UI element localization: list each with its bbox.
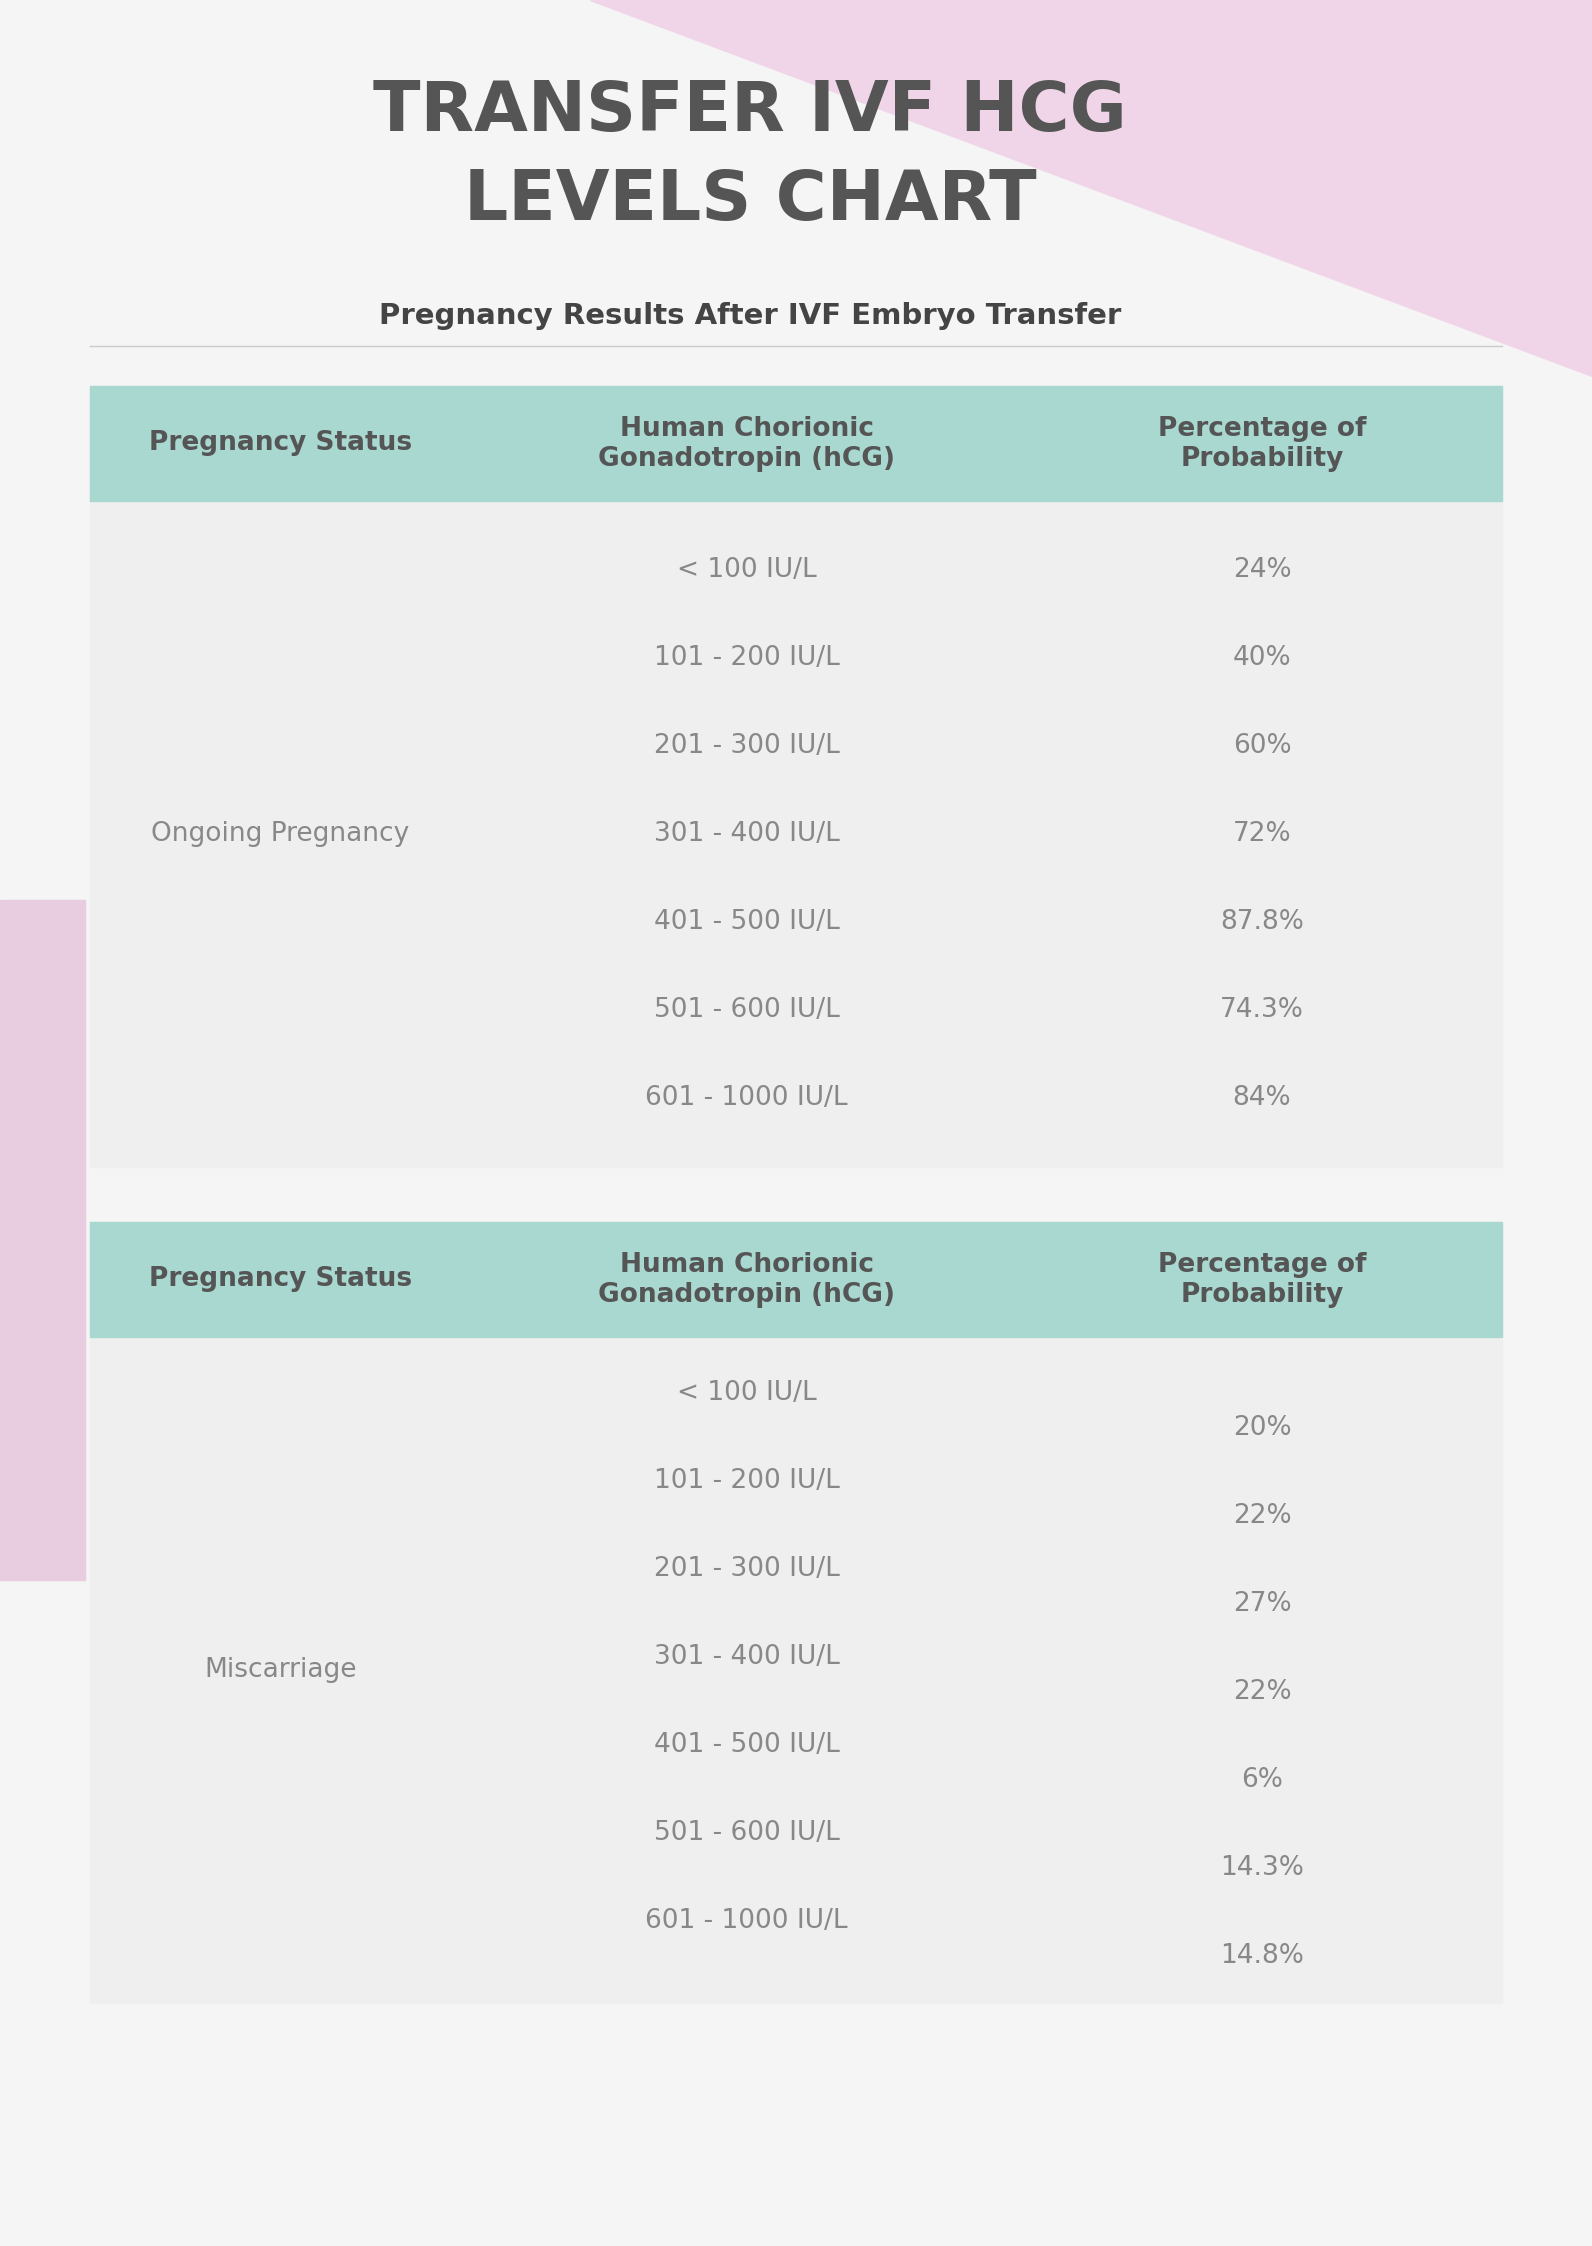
Text: 27%: 27% [1232, 1590, 1291, 1617]
Text: 401 - 500 IU/L: 401 - 500 IU/L [654, 1732, 839, 1759]
Bar [91, 1222, 1501, 2003]
Text: 14.3%: 14.3% [1219, 1855, 1304, 1880]
Text: < 100 IU/L: < 100 IU/L [677, 557, 817, 584]
Text: 22%: 22% [1232, 1680, 1291, 1705]
Text: 301 - 400 IU/L: 301 - 400 IU/L [654, 822, 839, 847]
Text: 501 - 600 IU/L: 501 - 600 IU/L [654, 1819, 839, 1846]
Text: < 100 IU/L: < 100 IU/L [677, 1379, 817, 1406]
Bar [91, 386, 1501, 1168]
Text: 6%: 6% [1242, 1768, 1283, 1792]
Text: Percentage of
Probability: Percentage of Probability [1157, 1251, 1366, 1307]
Text: Percentage of
Probability: Percentage of Probability [1157, 416, 1366, 472]
Text: 601 - 1000 IU/L: 601 - 1000 IU/L [645, 1907, 849, 1934]
Text: Human Chorionic
Gonadotropin (hCG): Human Chorionic Gonadotropin (hCG) [599, 416, 895, 472]
Text: Miscarriage: Miscarriage [204, 1658, 357, 1682]
Text: TRANSFER IVF HCG
LEVELS CHART: TRANSFER IVF HCG LEVELS CHART [373, 79, 1127, 234]
Text: Ongoing Pregnancy: Ongoing Pregnancy [151, 822, 409, 847]
Bar [91, 1222, 1501, 1336]
Text: 22%: 22% [1232, 1503, 1291, 1530]
Text: 301 - 400 IU/L: 301 - 400 IU/L [654, 1644, 839, 1669]
Text: 24%: 24% [1232, 557, 1291, 584]
Text: 401 - 500 IU/L: 401 - 500 IU/L [654, 910, 839, 934]
Text: Human Chorionic
Gonadotropin (hCG): Human Chorionic Gonadotropin (hCG) [599, 1251, 895, 1307]
Text: 14.8%: 14.8% [1219, 1943, 1304, 1970]
Text: 60%: 60% [1232, 732, 1291, 759]
Polygon shape [591, 0, 1592, 375]
Bar [0, 901, 84, 1579]
Text: 87.8%: 87.8% [1219, 910, 1304, 934]
Text: 501 - 600 IU/L: 501 - 600 IU/L [654, 997, 839, 1022]
Text: 101 - 200 IU/L: 101 - 200 IU/L [654, 645, 839, 672]
Text: 201 - 300 IU/L: 201 - 300 IU/L [654, 1556, 839, 1581]
Text: 74.3%: 74.3% [1219, 997, 1304, 1022]
Text: Pregnancy Status: Pregnancy Status [150, 1267, 412, 1291]
Text: Pregnancy Status: Pregnancy Status [150, 431, 412, 456]
Bar [91, 386, 1501, 501]
Text: Pregnancy Results After IVF Embryo Transfer: Pregnancy Results After IVF Embryo Trans… [379, 301, 1121, 330]
Text: 84%: 84% [1232, 1085, 1291, 1112]
Text: 20%: 20% [1232, 1415, 1291, 1442]
Text: 40%: 40% [1232, 645, 1291, 672]
Text: 201 - 300 IU/L: 201 - 300 IU/L [654, 732, 839, 759]
Text: 601 - 1000 IU/L: 601 - 1000 IU/L [645, 1085, 849, 1112]
Text: 101 - 200 IU/L: 101 - 200 IU/L [654, 1469, 839, 1494]
Text: 72%: 72% [1232, 822, 1291, 847]
